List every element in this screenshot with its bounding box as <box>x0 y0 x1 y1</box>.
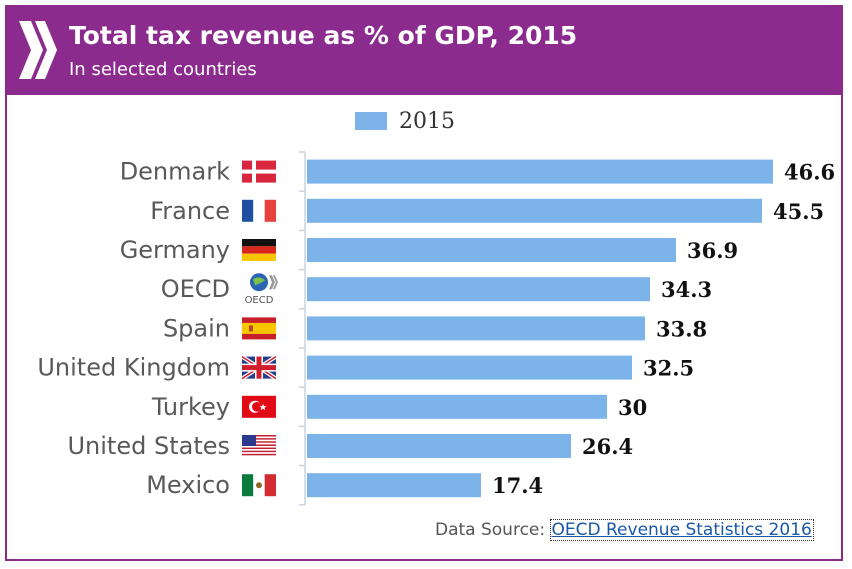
data-source: Data Source: OECD Revenue Statistics 201… <box>435 519 814 541</box>
category-label: Germany <box>120 236 230 264</box>
united-states-flag-icon <box>242 435 276 457</box>
value-label: 46.6 <box>784 160 835 185</box>
value-label: 33.8 <box>656 316 707 341</box>
header-banner: Total tax revenue as % of GDP, 2015 In s… <box>7 7 841 95</box>
chart-frame: Total tax revenue as % of GDP, 2015 In s… <box>5 5 843 561</box>
value-label: 34.3 <box>661 277 712 302</box>
bar <box>307 316 645 341</box>
value-label: 45.5 <box>773 199 824 224</box>
chart-title: Total tax revenue as % of GDP, 2015 <box>69 21 578 50</box>
bar <box>307 355 632 380</box>
value-label: 32.5 <box>643 356 694 381</box>
oecd-logo-icon: OECD <box>245 273 278 306</box>
category-label: United States <box>67 432 230 460</box>
category-label: United Kingdom <box>37 354 230 382</box>
germany-flag-icon <box>242 239 276 261</box>
category-label: OECD <box>161 275 230 303</box>
turkey-flag-icon <box>242 395 276 418</box>
mexico-flag-icon <box>242 474 276 497</box>
value-label: 17.4 <box>492 473 543 498</box>
bar <box>307 238 676 262</box>
data-source-prefix: Data Source: <box>435 520 551 540</box>
bar <box>307 198 762 223</box>
legend-swatch <box>355 112 387 130</box>
category-label: Turkey <box>151 393 230 421</box>
bar <box>307 473 481 498</box>
legend: 2015 <box>355 108 455 134</box>
oecd-chevrons-logo-icon <box>19 21 57 79</box>
category-label: Mexico <box>146 471 230 499</box>
data-source-link[interactable]: OECD Revenue Statistics 2016 <box>549 519 814 541</box>
svg-text:OECD: OECD <box>245 295 274 306</box>
united-kingdom-flag-icon <box>240 354 278 381</box>
bar <box>307 434 571 458</box>
category-label: France <box>150 197 230 225</box>
spain-flag-icon <box>242 317 276 340</box>
value-label: 36.9 <box>687 238 738 263</box>
bar <box>307 277 650 302</box>
category-label: Denmark <box>120 158 230 186</box>
bar <box>307 394 607 419</box>
france-flag-icon <box>242 199 276 222</box>
denmark-flag-icon <box>242 160 276 183</box>
legend-label: 2015 <box>399 108 455 134</box>
value-label: 26.4 <box>582 434 633 459</box>
value-label: 30 <box>618 395 647 420</box>
category-label: Spain <box>163 314 230 342</box>
chart-subtitle: In selected countries <box>69 59 257 80</box>
bar <box>307 159 773 184</box>
